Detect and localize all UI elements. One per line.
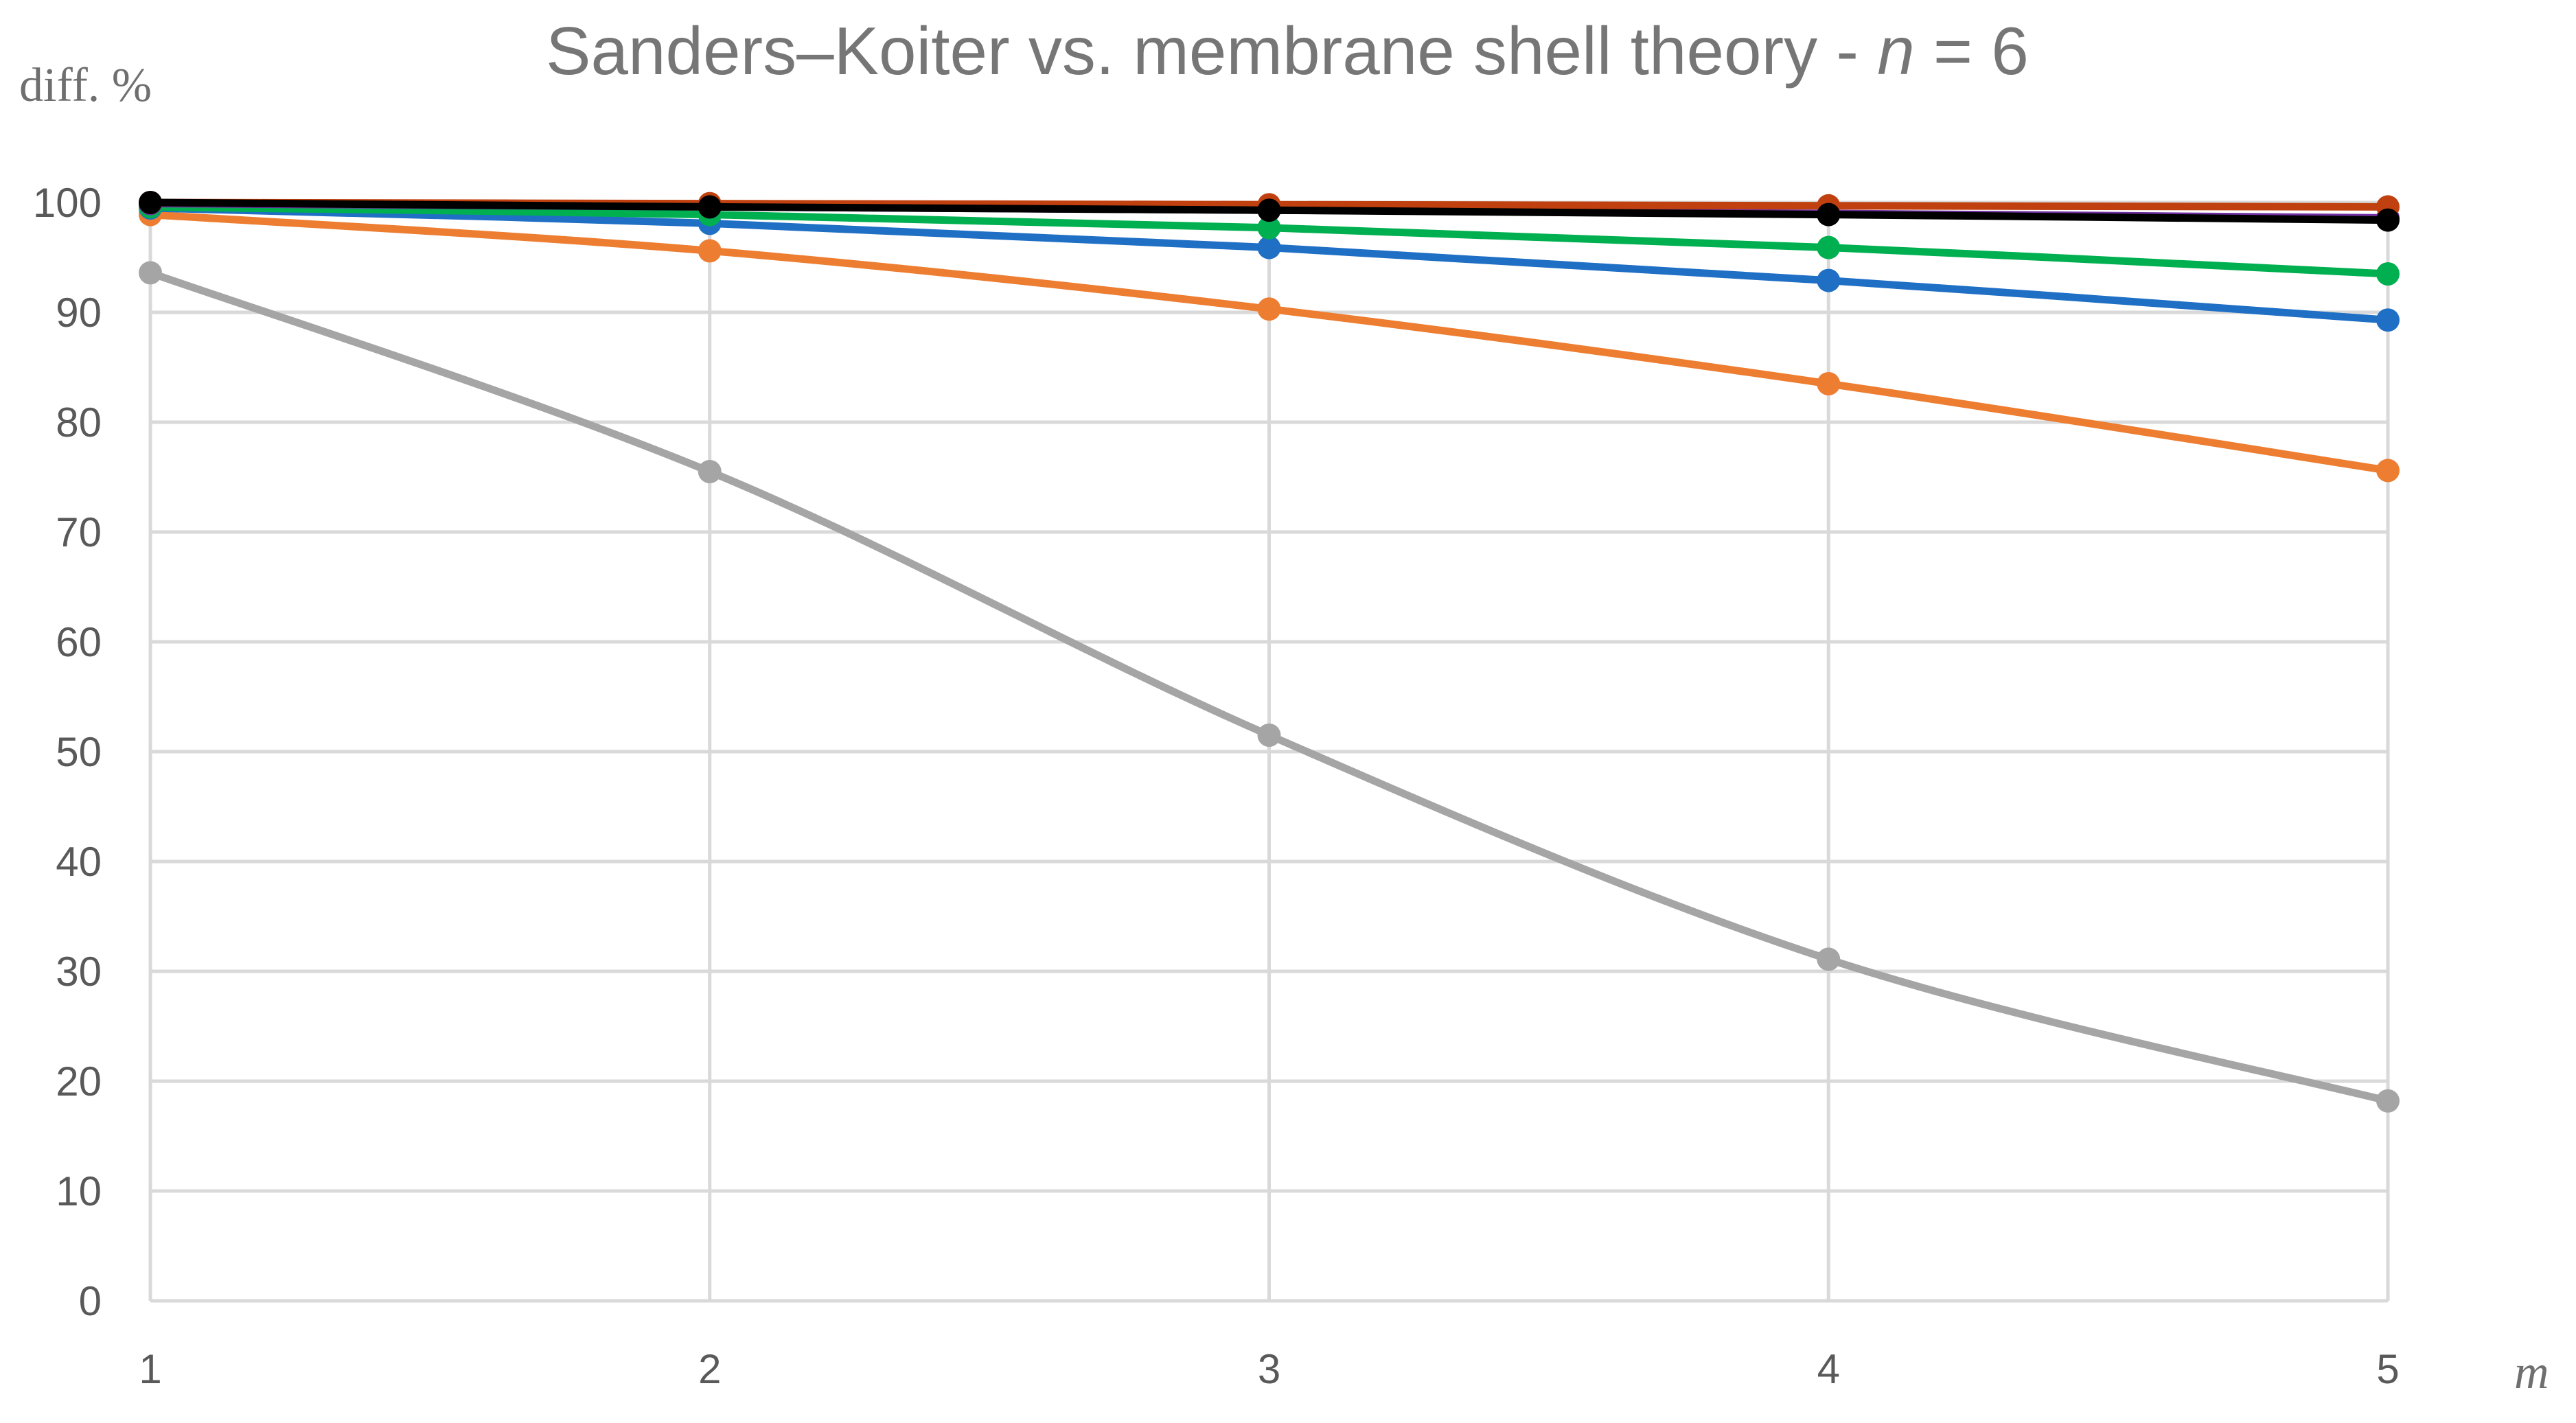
y-tick-label: 30 <box>56 949 102 995</box>
data-point-black <box>139 191 162 214</box>
series-gray <box>139 261 2400 1113</box>
data-point-black <box>1257 198 1281 222</box>
y-tick-label: 100 <box>33 180 102 226</box>
y-axis-label: diff. % <box>19 59 152 112</box>
data-point-blue <box>1257 235 1281 259</box>
series-black <box>139 191 2400 232</box>
data-point-orange <box>2376 459 2400 483</box>
data-point-blue <box>2376 308 2400 332</box>
data-point-black <box>1817 203 1841 227</box>
chart-title-suffix: = 6 <box>1915 13 2029 89</box>
data-point-green <box>1817 235 1841 259</box>
data-point-gray <box>1257 724 1281 747</box>
series-orange <box>139 203 2400 483</box>
data-point-blue <box>1817 268 1841 292</box>
chart-title: Sanders–Koiter vs. membrane shell theory… <box>546 13 2029 89</box>
grid <box>148 200 2390 1303</box>
data-point-green <box>2376 262 2400 286</box>
y-tick-label: 80 <box>56 400 102 446</box>
x-tick-label: 5 <box>2376 1346 2399 1392</box>
x-tick-label: 1 <box>139 1346 161 1392</box>
data-point-gray <box>698 460 722 483</box>
series <box>139 191 2400 1113</box>
data-point-orange <box>1817 372 1841 395</box>
data-point-black <box>698 195 722 219</box>
y-tick-label: 60 <box>56 619 102 665</box>
x-tick-label: 3 <box>1258 1346 1280 1392</box>
ticks: 0 10 20 30 40 50 60 70 80 90 100 1 2 3 4 5 <box>33 180 2400 1392</box>
data-point-orange <box>698 239 722 263</box>
x-axis-label: m <box>2514 1346 2549 1399</box>
x-tick-label: 4 <box>1817 1346 1840 1392</box>
y-tick-label: 70 <box>56 509 102 555</box>
y-tick-label: 10 <box>56 1168 102 1214</box>
y-tick-label: 20 <box>56 1058 102 1104</box>
y-tick-label: 0 <box>79 1278 102 1324</box>
data-point-gray <box>139 261 162 285</box>
chart-title-main: Sanders–Koiter vs. membrane shell theory… <box>546 13 1877 89</box>
x-tick-label: 2 <box>698 1346 721 1392</box>
y-tick-label: 90 <box>56 290 102 336</box>
data-point-gray <box>1817 947 1841 971</box>
y-tick-label: 40 <box>56 839 102 885</box>
data-point-black <box>2376 208 2400 232</box>
data-point-green <box>1257 216 1281 240</box>
data-point-orange <box>1257 297 1281 321</box>
data-point-gray <box>2376 1089 2400 1113</box>
chart-title-variable: n <box>1877 13 1915 89</box>
y-tick-label: 50 <box>56 729 102 775</box>
